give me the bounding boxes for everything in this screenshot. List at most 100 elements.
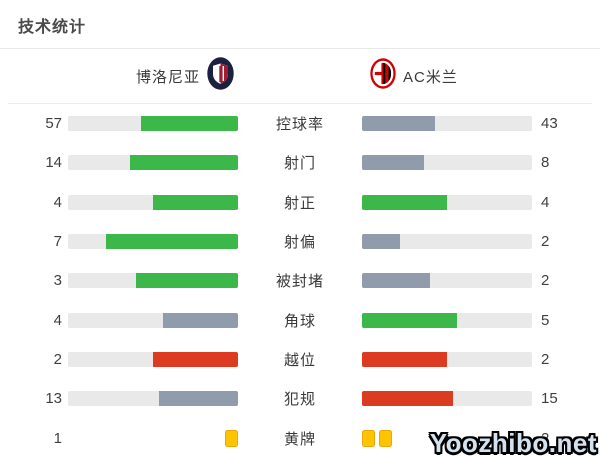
home-bar-track: [68, 194, 238, 210]
bologna-crest-icon: [207, 57, 234, 95]
divider: [0, 48, 600, 49]
away-bar-fill: [362, 273, 430, 289]
home-bar-zone: [68, 194, 238, 210]
away-value: 43: [541, 115, 558, 133]
home-value: 2: [53, 350, 62, 368]
away-bar-fill: [362, 116, 436, 132]
home-value: 3: [53, 272, 62, 290]
home-bar-zone: [68, 234, 238, 250]
away-value: 2: [541, 272, 550, 290]
stat-label: 角球: [283, 312, 316, 330]
home-bar-track: [68, 234, 238, 250]
home-value: 4: [53, 311, 62, 329]
away-bar-zone: [362, 155, 532, 171]
away-team-header: AC米兰: [300, 56, 600, 96]
away-bar-fill: [362, 234, 400, 250]
home-bar-zone: [68, 155, 238, 171]
home-bar-zone: [68, 391, 238, 407]
away-bar-track: [362, 391, 532, 407]
team-header: 博洛尼亚: [0, 56, 600, 96]
home-bar-track: [68, 391, 238, 407]
home-bar-fill: [129, 155, 238, 171]
stat-label: 控球率: [275, 116, 324, 134]
away-bar-zone: [362, 194, 532, 210]
stat-label: 犯规: [283, 391, 316, 409]
away-bar-track: [362, 273, 532, 289]
home-bar-track: [68, 116, 238, 132]
home-value: 14: [45, 154, 62, 172]
away-bar-fill: [362, 391, 454, 407]
stat-row: 13 犯规 15: [0, 379, 600, 418]
stat-label: 被封堵: [275, 273, 324, 291]
home-bar-zone: [68, 312, 238, 328]
away-bar-zone: [362, 116, 532, 132]
away-bar-fill: [362, 194, 447, 210]
stat-row: 4 角球 5: [0, 300, 600, 339]
home-value: 7: [53, 233, 62, 251]
home-bar-zone: [68, 351, 238, 367]
stat-row: 3 被封堵 2: [0, 261, 600, 300]
home-value: 4: [53, 193, 62, 211]
yellow-card-icon: [225, 429, 238, 447]
home-bar-zone: [68, 273, 238, 289]
home-bar-fill: [136, 273, 238, 289]
ac-milan-crest-icon: [370, 58, 396, 94]
home-value: 57: [45, 115, 62, 133]
stat-label: 射门: [283, 155, 316, 173]
home-bar-fill: [153, 351, 238, 367]
away-value: 4: [541, 193, 550, 211]
away-bar-zone: [362, 234, 532, 250]
watermark: Yoozhibo.net: [429, 428, 597, 458]
away-value: 15: [541, 390, 558, 408]
stat-row: 1 黄牌 2: [0, 418, 600, 457]
yellow-card-icon: [362, 429, 375, 447]
away-value: 2: [541, 233, 550, 251]
away-bar-track: [362, 116, 532, 132]
stat-label: 越位: [283, 351, 316, 369]
stat-row: 4 射正 4: [0, 183, 600, 222]
home-bar-track: [68, 273, 238, 289]
page-title: 技术统计: [18, 19, 87, 36]
home-bar-fill: [162, 312, 238, 328]
home-value: 1: [53, 429, 62, 447]
stat-row: 14 射门 8: [0, 143, 600, 182]
stat-label: 射正: [283, 194, 316, 212]
away-bar-fill: [362, 351, 447, 367]
home-bar-track: [68, 155, 238, 171]
away-bar-track: [362, 234, 532, 250]
yellow-cards: [225, 429, 238, 447]
home-team-name: 博洛尼亚: [135, 68, 200, 86]
away-bar-zone: [362, 429, 532, 447]
away-value: 5: [541, 311, 550, 329]
yellow-cards: [362, 429, 392, 447]
away-bar-track: [362, 194, 532, 210]
home-bar-fill: [141, 116, 238, 132]
home-bar-fill: [105, 234, 238, 250]
away-value: 2: [541, 350, 550, 368]
home-bar-zone: [68, 429, 238, 447]
away-bar-zone: [362, 273, 532, 289]
away-bar-zone: [362, 351, 532, 367]
stat-row: 2 越位 2: [0, 340, 600, 379]
home-bar-track: [68, 312, 238, 328]
stat-row: 7 射偏 2: [0, 222, 600, 261]
away-bar-track: [362, 155, 532, 171]
away-value: 2: [541, 429, 550, 447]
yellow-card-icon: [379, 429, 392, 447]
stat-row: 57 控球率 43: [0, 104, 600, 143]
home-bar-fill: [153, 194, 238, 210]
stats-table: 57 控球率 43 14 射门 8 4 射正 4 7 射偏 2 3 被封堵 2 …: [0, 104, 600, 458]
home-bar-fill: [159, 391, 238, 407]
home-bar-zone: [68, 116, 238, 132]
away-bar-track: [362, 351, 532, 367]
away-team-name: AC米兰: [403, 68, 458, 86]
away-bar-track: [362, 312, 532, 328]
stat-label: 射偏: [283, 234, 316, 252]
home-bar-track: [68, 351, 238, 367]
away-bar-zone: [362, 312, 532, 328]
away-bar-zone: [362, 391, 532, 407]
away-bar-fill: [362, 155, 424, 171]
away-value: 8: [541, 154, 550, 172]
stat-label: 黄牌: [283, 430, 316, 448]
away-bar-fill: [362, 312, 457, 328]
